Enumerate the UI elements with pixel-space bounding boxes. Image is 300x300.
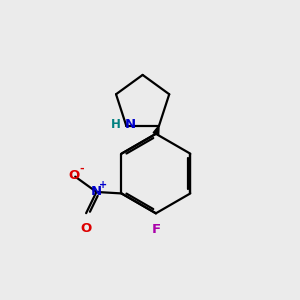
Text: O: O <box>68 169 80 182</box>
Text: N: N <box>91 185 102 199</box>
Polygon shape <box>153 125 159 135</box>
Text: +: + <box>99 181 107 190</box>
Text: H: H <box>111 118 121 131</box>
Text: O: O <box>80 222 92 235</box>
Text: F: F <box>151 223 160 236</box>
Text: N: N <box>125 118 136 131</box>
Text: -: - <box>80 164 84 173</box>
